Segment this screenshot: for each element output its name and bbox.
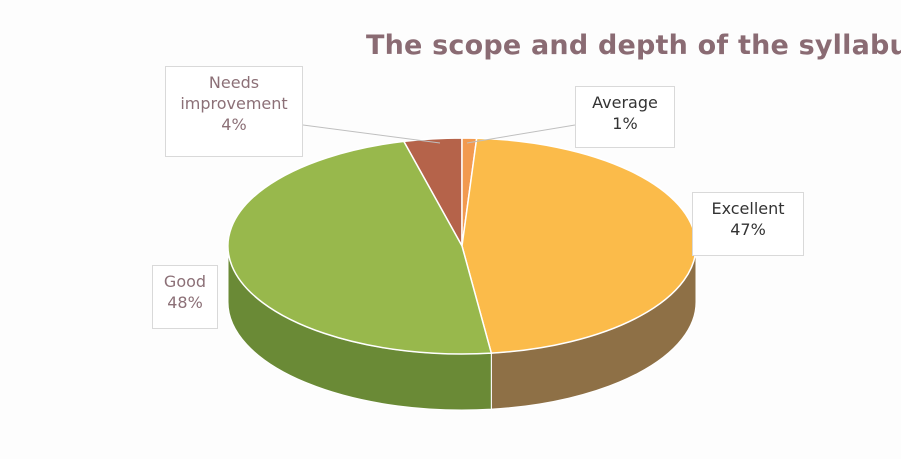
category-label: Average [592, 93, 658, 112]
data-label-needs-improvement: Needs improvement 4% [165, 66, 303, 157]
category-label: Excellent [711, 199, 785, 218]
data-label-excellent: Excellent 47% [692, 192, 804, 256]
category-label: Needs [208, 73, 260, 92]
pie-slice-good [227, 140, 493, 355]
category-label: improvement [180, 94, 288, 113]
chart-title: The scope and depth of the syllabus [366, 30, 901, 61]
leader-line-needs-improvement [302, 124, 441, 144]
leader-line-average [466, 124, 576, 144]
value-label: 48% [167, 293, 203, 312]
category-label: Good [163, 272, 207, 291]
data-label-good: Good 48% [152, 265, 218, 329]
data-label-average: Average 1% [575, 86, 675, 148]
value-label: 4% [221, 115, 247, 134]
value-label: 47% [730, 220, 766, 239]
value-label: 1% [612, 114, 638, 133]
